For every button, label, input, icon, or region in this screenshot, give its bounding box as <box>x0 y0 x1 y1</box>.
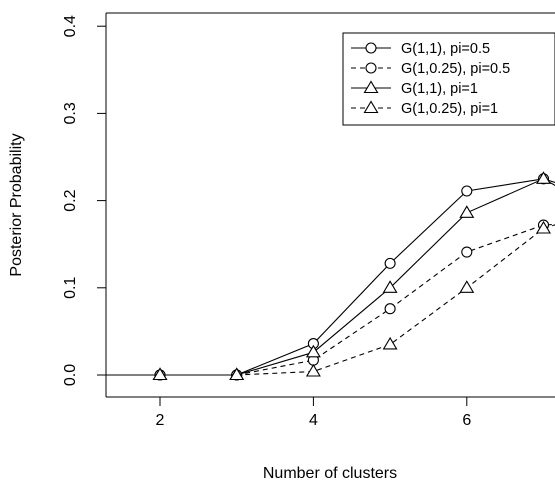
series-layer <box>78 171 555 381</box>
legend-label: G(1,1), pi=1 <box>401 81 478 97</box>
data-point <box>461 246 473 258</box>
y-tick-label: 0.1 <box>62 277 79 299</box>
legend-label: G(1,1), pi=0.5 <box>401 41 490 57</box>
data-point <box>461 185 473 197</box>
legend: G(1,1), pi=0.5 G(1,0.25), pi=0.5 G(1,1), p… <box>342 32 555 126</box>
y-tick-label: 0.2 <box>62 189 79 211</box>
y-axis: 0.0 0.1 0.2 0.3 0.4 <box>62 15 106 386</box>
data-point <box>459 280 475 293</box>
y-axis-label: Posterior Probability <box>8 133 25 276</box>
x-axis: 24681012 <box>156 397 471 429</box>
data-point <box>382 336 398 350</box>
legend-marker <box>363 100 379 114</box>
data-point <box>152 367 168 381</box>
series-line <box>106 178 555 376</box>
data-point <box>78 370 88 380</box>
x-tick-label: 6 <box>462 412 471 429</box>
data-point <box>384 257 396 269</box>
series-line <box>106 178 555 376</box>
data-point <box>229 367 245 381</box>
series-line <box>106 224 555 376</box>
data-point <box>536 171 551 184</box>
y-tick-label: 0.3 <box>62 102 79 124</box>
data-point <box>305 363 321 377</box>
legend-marker <box>363 80 379 94</box>
y-tick-label: 0.4 <box>62 15 79 37</box>
x-axis-label: Number of clusters <box>263 465 397 482</box>
x-tick-label: 4 <box>309 412 318 429</box>
legend-marker <box>365 42 377 54</box>
series-line <box>106 223 555 376</box>
data-point <box>78 370 88 380</box>
legend-label: G(1,0.25), pi=0.5 <box>401 61 510 77</box>
plot-frame <box>105 12 555 398</box>
data-point <box>305 344 321 358</box>
series-4 <box>106 220 555 381</box>
data-point <box>459 205 475 218</box>
legend-label: G(1,0.25), pi=1 <box>401 101 498 117</box>
data-point <box>382 280 398 293</box>
y-tick-label: 0.0 <box>62 364 79 386</box>
data-point <box>536 220 551 234</box>
x-tick-label: 2 <box>156 412 165 429</box>
data-point <box>384 303 396 315</box>
legend-marker <box>365 62 377 74</box>
